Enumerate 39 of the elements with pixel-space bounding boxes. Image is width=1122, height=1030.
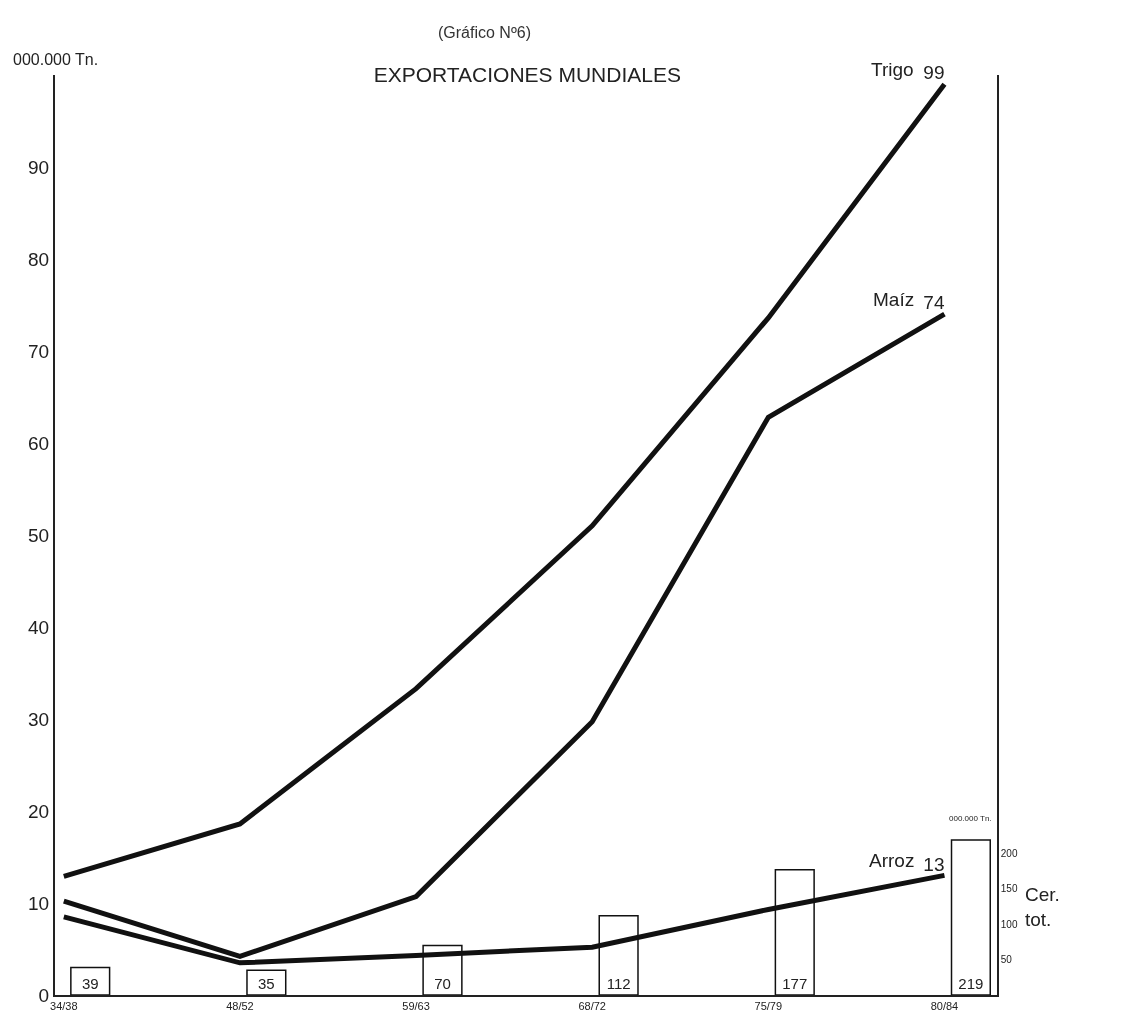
data-label: 219 (958, 975, 984, 992)
y2-tick-label: 50 (1000, 954, 1013, 966)
x-tick-label: 75/79 (754, 1000, 783, 1013)
y-tick-label: 80 (28, 248, 50, 270)
data-label: 13 (923, 853, 945, 875)
y-tick-label: 70 (28, 340, 50, 362)
y-tick-label: 90 (28, 156, 50, 178)
bar (246, 969, 287, 995)
x-tick-label: 59/63 (402, 1000, 430, 1013)
data-label: 39 (81, 975, 99, 992)
y-tick-label: 10 (28, 892, 50, 914)
y2-tick-label: 150 (1000, 883, 1018, 895)
series-label: Maíz (873, 289, 915, 310)
y2-tick-label: 100 (1000, 918, 1018, 930)
y-tick-label: 30 (28, 708, 50, 730)
x-tick-label: 80/84 (930, 1000, 959, 1013)
data-label: 74 (923, 292, 945, 314)
x-tick-label: 34/38 (50, 1000, 78, 1013)
data-label: 70 (434, 975, 451, 992)
y-tick-label: 20 (28, 800, 50, 822)
y2-tick-label: 200 (1000, 847, 1018, 859)
x-tick-label: 68/72 (578, 1000, 606, 1013)
y-axis-title: 000.000 Tn. (13, 51, 99, 68)
data-label: 99 (923, 62, 945, 84)
y-tick-label: 60 (28, 432, 50, 454)
data-label: 112 (606, 975, 631, 992)
y-tick-label: 0 (38, 984, 50, 1006)
annotation: 000.000 Tn. (949, 814, 992, 823)
y-tick-label: 50 (28, 524, 50, 546)
series-label: Arroz (869, 850, 915, 871)
x-tick-label: 48/52 (226, 1000, 254, 1013)
y2-axis-title: Cer. tot. (1025, 884, 1060, 930)
y-tick-label: 40 (28, 616, 50, 638)
bar (950, 839, 991, 995)
data-label: 177 (782, 975, 808, 992)
chart-subtitle: (Gráfico Nº6) (438, 24, 531, 41)
chart-title: EXPORTACIONES MUNDIALES (373, 62, 681, 86)
series-label: Trigo (871, 59, 914, 80)
data-label: 35 (258, 975, 275, 992)
